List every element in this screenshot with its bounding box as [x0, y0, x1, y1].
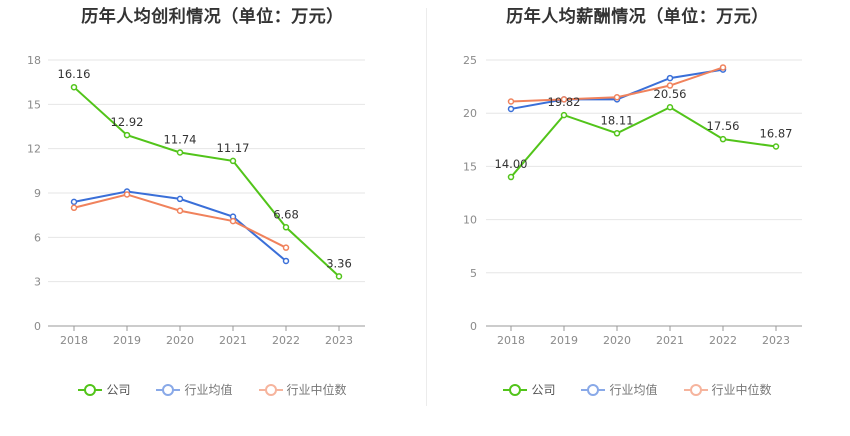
legend-label: 行业中位数 [711, 383, 772, 397]
chart-plot-area: 0 3 6 9 12 15 18 2018 2019 2020 2021 2022 2023 16.16 1… [27, 54, 365, 347]
legend-marker-icon [78, 383, 103, 397]
data-point-industry_median[interactable] [719, 64, 727, 71]
legend-marker-icon [683, 383, 708, 397]
data-point-company[interactable] [335, 273, 343, 280]
data-label: 11.17 [217, 141, 250, 155]
y-tick-label: 12 [27, 143, 41, 156]
legend-item-industry_avg[interactable]: 行业均值 [156, 381, 233, 398]
chart-title: 历年人均薪酬情况（单位：万元） [506, 7, 769, 27]
data-point-industry_median[interactable] [70, 204, 78, 212]
data-label: 12.92 [111, 115, 144, 129]
y-tick-label: 15 [463, 160, 477, 173]
legend-marker-icon [156, 383, 181, 397]
x-tick-label: 2020 [166, 334, 194, 347]
x-tick-label: 2023 [325, 334, 353, 347]
series-line-industry_avg [510, 68, 724, 110]
y-tick-label: 5 [470, 267, 477, 280]
x-tick-label: 2022 [272, 334, 300, 347]
profit-per-capita-chart: 历年人均创利情况（单位：万元） 0 3 6 9 12 15 18 2018 2019 2020 20… [0, 7, 425, 398]
data-label: 18.11 [601, 113, 634, 127]
data-point-industry_avg[interactable] [507, 105, 515, 113]
chart-title: 历年人均创利情况（单位：万元） [81, 7, 344, 27]
data-label: 17.56 [707, 119, 740, 133]
data-point-industry_median[interactable] [176, 207, 184, 214]
data-point-industry_median[interactable] [666, 82, 674, 89]
x-tick-label: 2019 [113, 334, 141, 347]
x-tick-label: 2023 [762, 334, 790, 347]
data-point-industry_avg[interactable] [666, 74, 674, 82]
data-point-industry_avg[interactable] [70, 198, 78, 206]
series-line-industry_median [73, 193, 287, 249]
data-point-industry_avg[interactable] [282, 257, 290, 265]
data-point-company[interactable] [282, 224, 290, 231]
y-tick-label: 20 [463, 107, 477, 120]
data-label: 16.87 [760, 127, 793, 141]
y-tick-label: 0 [34, 320, 41, 333]
data-point-company[interactable] [123, 131, 131, 139]
data-point-industry_median[interactable] [229, 217, 237, 225]
legend-label: 行业均值 [184, 383, 233, 397]
data-point-company[interactable] [176, 149, 184, 156]
legend-item-industry_avg[interactable]: 行业均值 [581, 381, 658, 398]
x-tick-label: 2018 [497, 334, 525, 347]
y-tick-label: 10 [463, 214, 477, 227]
data-point-company[interactable] [560, 111, 568, 119]
data-point-industry_median[interactable] [507, 98, 515, 105]
data-label: 3.36 [326, 256, 352, 270]
legend-marker-icon [581, 383, 606, 397]
chart-legend: 公司 行业均值 行业中位数 [0, 381, 425, 398]
x-tick-label: 2021 [656, 334, 684, 347]
chart-legend: 公司 行业均值 行业中位数 [425, 381, 850, 398]
data-label: 14.00 [495, 157, 528, 171]
legend-item-industry_median[interactable]: 行业中位数 [683, 381, 772, 398]
chart-plot-area: 0 5 10 15 20 25 2018 2019 2020 2021 2022 2023 14.00 1… [463, 54, 802, 347]
data-label: 11.74 [164, 133, 197, 147]
legend-label: 行业均值 [609, 383, 658, 397]
data-point-company[interactable] [772, 143, 780, 150]
y-tick-label: 6 [34, 231, 41, 244]
data-label: 19.82 [548, 95, 581, 109]
salary-per-capita-chart: 历年人均薪酬情况（单位：万元） 0 5 10 15 20 25 2018 2019 2020 20… [425, 0, 850, 436]
data-point-company[interactable] [229, 157, 237, 165]
series-line-company [73, 86, 340, 278]
x-tick-label: 2021 [219, 334, 247, 347]
data-point-company[interactable] [70, 83, 78, 91]
legend-label: 公司 [106, 383, 131, 397]
data-point-company[interactable] [666, 103, 674, 111]
panel-divider [426, 8, 427, 406]
y-tick-label: 25 [463, 54, 477, 67]
legend-label: 行业中位数 [286, 383, 347, 397]
data-point-industry_median[interactable] [560, 96, 568, 103]
legend-item-industry_median[interactable]: 行业中位数 [258, 381, 347, 398]
x-tick-label: 2019 [550, 334, 578, 347]
x-tick-label: 2018 [60, 334, 88, 347]
data-point-company[interactable] [719, 135, 727, 143]
y-tick-label: 18 [27, 54, 41, 67]
y-tick-label: 3 [34, 276, 41, 289]
data-point-company[interactable] [507, 173, 515, 181]
data-point-industry_median[interactable] [282, 244, 290, 251]
legend-item-company[interactable]: 公司 [78, 381, 130, 398]
data-label: 20.56 [654, 87, 687, 101]
x-tick-label: 2020 [603, 334, 631, 347]
data-point-industry_avg[interactable] [176, 195, 184, 203]
y-tick-label: 9 [34, 187, 41, 200]
data-label: 16.16 [58, 67, 91, 81]
legend-marker-icon [258, 383, 283, 397]
series-line-company [510, 106, 777, 178]
data-point-industry_median[interactable] [123, 191, 131, 198]
data-point-company[interactable] [613, 130, 621, 137]
legend-label: 公司 [531, 383, 556, 397]
data-point-industry_median[interactable] [613, 93, 621, 101]
data-label: 6.68 [273, 207, 299, 221]
legend-item-company[interactable]: 公司 [503, 381, 555, 398]
x-tick-label: 2022 [709, 334, 737, 347]
legend-marker-icon [503, 383, 528, 397]
y-tick-label: 15 [27, 98, 41, 111]
y-tick-label: 0 [470, 320, 477, 333]
